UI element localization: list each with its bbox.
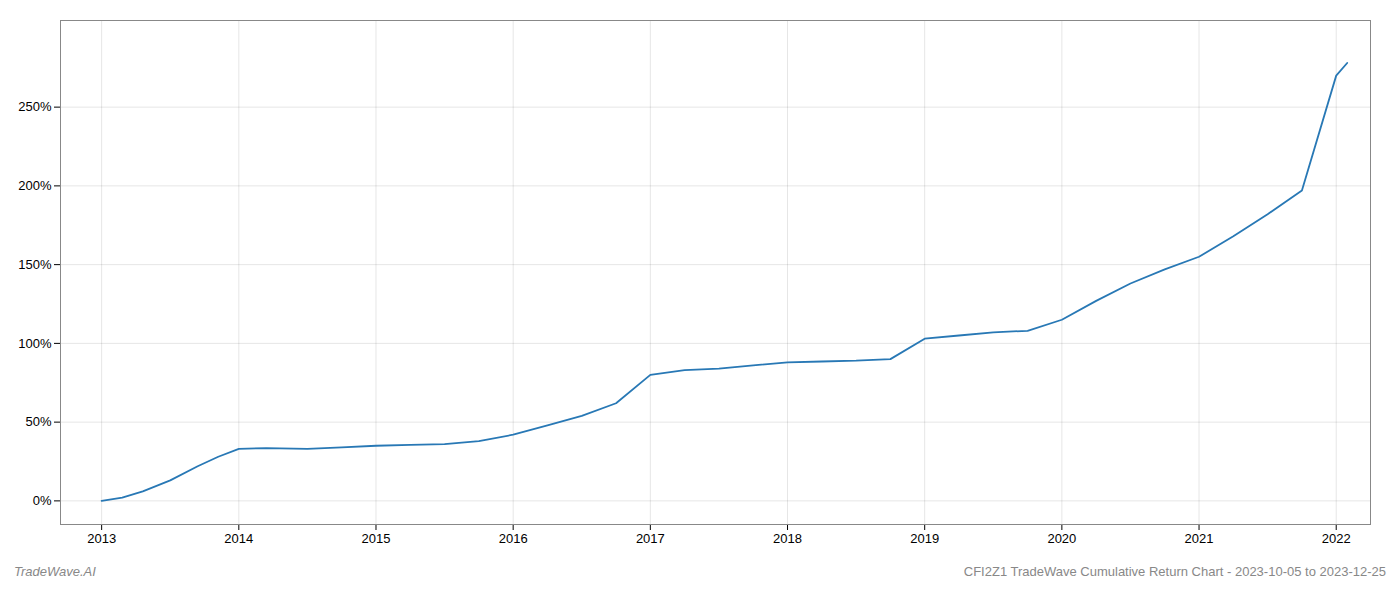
svg-text:2015: 2015 <box>362 531 391 546</box>
svg-text:2017: 2017 <box>636 531 665 546</box>
svg-text:2018: 2018 <box>773 531 802 546</box>
html-text:CFI2Z1 TradeWave Cumulative Re: CFI2Z1 TradeWave Cumulative Return Chart… <box>963 564 1386 579</box>
svg-text:2016: 2016 <box>499 531 528 546</box>
svg-text:2022: 2022 <box>1322 531 1351 546</box>
svg-text:200%: 200% <box>18 178 52 193</box>
svg-text:2020: 2020 <box>1047 531 1076 546</box>
svg-text:2021: 2021 <box>1185 531 1214 546</box>
html-text:TradeWave.AI: TradeWave.AI <box>14 564 96 579</box>
svg-text:2014: 2014 <box>224 531 253 546</box>
svg-text:2013: 2013 <box>87 531 116 546</box>
svg-text:50%: 50% <box>25 414 51 429</box>
svg-text:0%: 0% <box>33 493 52 508</box>
svg-text:2019: 2019 <box>910 531 939 546</box>
svg-text:250%: 250% <box>18 99 52 114</box>
svg-text:100%: 100% <box>18 336 52 351</box>
svg-text:150%: 150% <box>18 257 52 272</box>
